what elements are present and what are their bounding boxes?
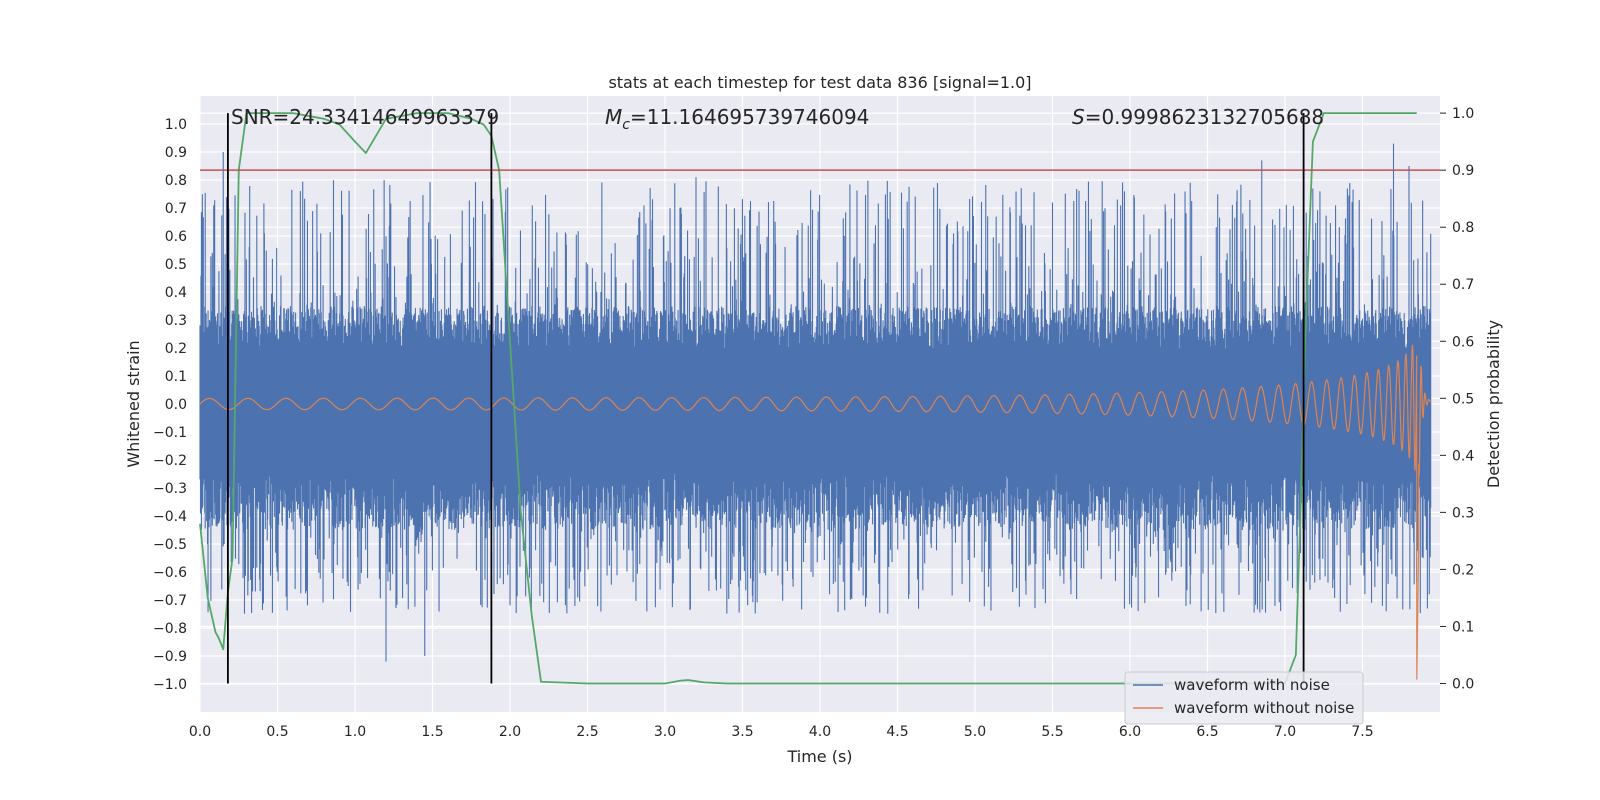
y-tick-label: 0.9 — [165, 145, 187, 161]
clean-waveform-trace — [199, 344, 1431, 680]
y-tick-label: 0.4 — [165, 285, 187, 301]
x-tick-label: 0.0 — [189, 724, 211, 740]
legend-label-clean: waveform without noise — [1174, 699, 1354, 717]
y-tick-label: 0.3 — [165, 313, 187, 329]
y-tick-label: −0.9 — [153, 649, 187, 665]
score-annotation: S=0.9998623132705688 — [1072, 105, 1324, 129]
legend-label-noise: waveform with noise — [1174, 676, 1330, 694]
series-waveform-without-noise — [199, 344, 1431, 680]
x-tick-label: 5.5 — [1041, 724, 1063, 740]
score-symbol: S — [1072, 105, 1085, 129]
y2-tick-label: 0.3 — [1452, 505, 1474, 521]
y-tick-label: −1.0 — [153, 677, 187, 693]
y-tick-label: −0.6 — [153, 565, 187, 581]
x-tick-label: 7.5 — [1351, 724, 1373, 740]
event-lines — [226, 113, 1305, 684]
y-tick-label: −0.7 — [153, 593, 187, 609]
x-tick-label: 4.5 — [886, 724, 908, 740]
y-tick-label: −0.2 — [153, 453, 187, 469]
y-tick-label: 0.0 — [165, 397, 187, 413]
y2-tick-label: 0.9 — [1452, 163, 1474, 179]
y2-tick-label: 0.2 — [1452, 562, 1474, 578]
y2-tick-labels: 1.0 0.9 0.8 0.7 0.6 0.5 0.4 0.3 0.2 0.1 0.0 — [1440, 106, 1474, 692]
y2-tick-label: 1.0 — [1452, 106, 1474, 122]
y-tick-label: −0.8 — [153, 621, 187, 637]
y-tick-label: 0.1 — [165, 369, 187, 385]
y2-tick-label: 0.5 — [1452, 391, 1474, 407]
x-tick-labels: 0.0 0.5 1.0 1.5 2.0 2.5 3.0 3.5 4.0 4.5 5.0 5.5 6.0 6… — [189, 724, 1374, 740]
y-tick-label: −0.1 — [153, 425, 187, 441]
x-tick-label: 0.5 — [266, 724, 288, 740]
y-tick-label: 1.0 — [165, 117, 187, 133]
y-tick-label: 0.8 — [165, 173, 187, 189]
x-tick-label: 3.0 — [654, 724, 676, 740]
chirp-mass-value: =11.164695739746094 — [630, 105, 869, 129]
x-axis-label: Time (s) — [786, 747, 852, 766]
chirp-mass-subscript: c — [622, 117, 630, 133]
chirp-mass-symbol: M — [605, 105, 622, 129]
y-tick-label: −0.3 — [153, 481, 187, 497]
y-tick-label: −0.4 — [153, 509, 187, 525]
y2-tick-label: 0.1 — [1452, 619, 1474, 635]
y-axis-label: Whitened strain — [124, 340, 143, 467]
legend-box — [1124, 671, 1364, 725]
x-tick-label: 3.5 — [731, 724, 753, 740]
score-value: =0.9998623132705688 — [1085, 105, 1324, 129]
x-tick-label: 4.0 — [809, 724, 831, 740]
y2-tick-label: 0.4 — [1452, 448, 1474, 464]
y2-tick-label: 0.6 — [1452, 334, 1474, 350]
y-tick-label: −0.5 — [153, 537, 187, 553]
y-tick-label: 0.7 — [165, 201, 187, 217]
y2-axis-label: Detection probability — [1484, 320, 1503, 488]
snr-annotation: SNR=24.33414649963379 — [231, 105, 499, 129]
series-waveform-with-noise — [199, 143, 1432, 662]
x-tick-label: 7.0 — [1274, 724, 1296, 740]
y-tick-label: 0.2 — [165, 341, 187, 357]
chart-title: stats at each timestep for test data 836… — [608, 73, 1031, 92]
x-tick-label: 2.0 — [499, 724, 521, 740]
x-tick-label: 1.5 — [421, 724, 443, 740]
y2-tick-label: 0.0 — [1452, 676, 1474, 692]
y2-tick-label: 0.8 — [1452, 220, 1474, 236]
chirp-mass-annotation: Mc=11.164695739746094 — [605, 105, 869, 133]
y-tick-label: 0.5 — [165, 257, 187, 273]
y-tick-labels: 1.0 0.9 0.8 0.7 0.6 0.5 0.4 0.3 0.2 0.1 0.0 −0.1 −0.… — [153, 117, 187, 693]
x-tick-label: 6.0 — [1119, 724, 1141, 740]
y2-tick-label: 0.7 — [1452, 277, 1474, 293]
x-tick-label: 1.0 — [344, 724, 366, 740]
x-tick-label: 6.5 — [1196, 724, 1218, 740]
y-tick-label: 0.6 — [165, 229, 187, 245]
x-tick-label: 2.5 — [576, 724, 598, 740]
x-tick-label: 5.0 — [964, 724, 986, 740]
legend: waveform with noise waveform without noi… — [1124, 671, 1364, 725]
noisy-waveform-trace — [199, 143, 1432, 662]
